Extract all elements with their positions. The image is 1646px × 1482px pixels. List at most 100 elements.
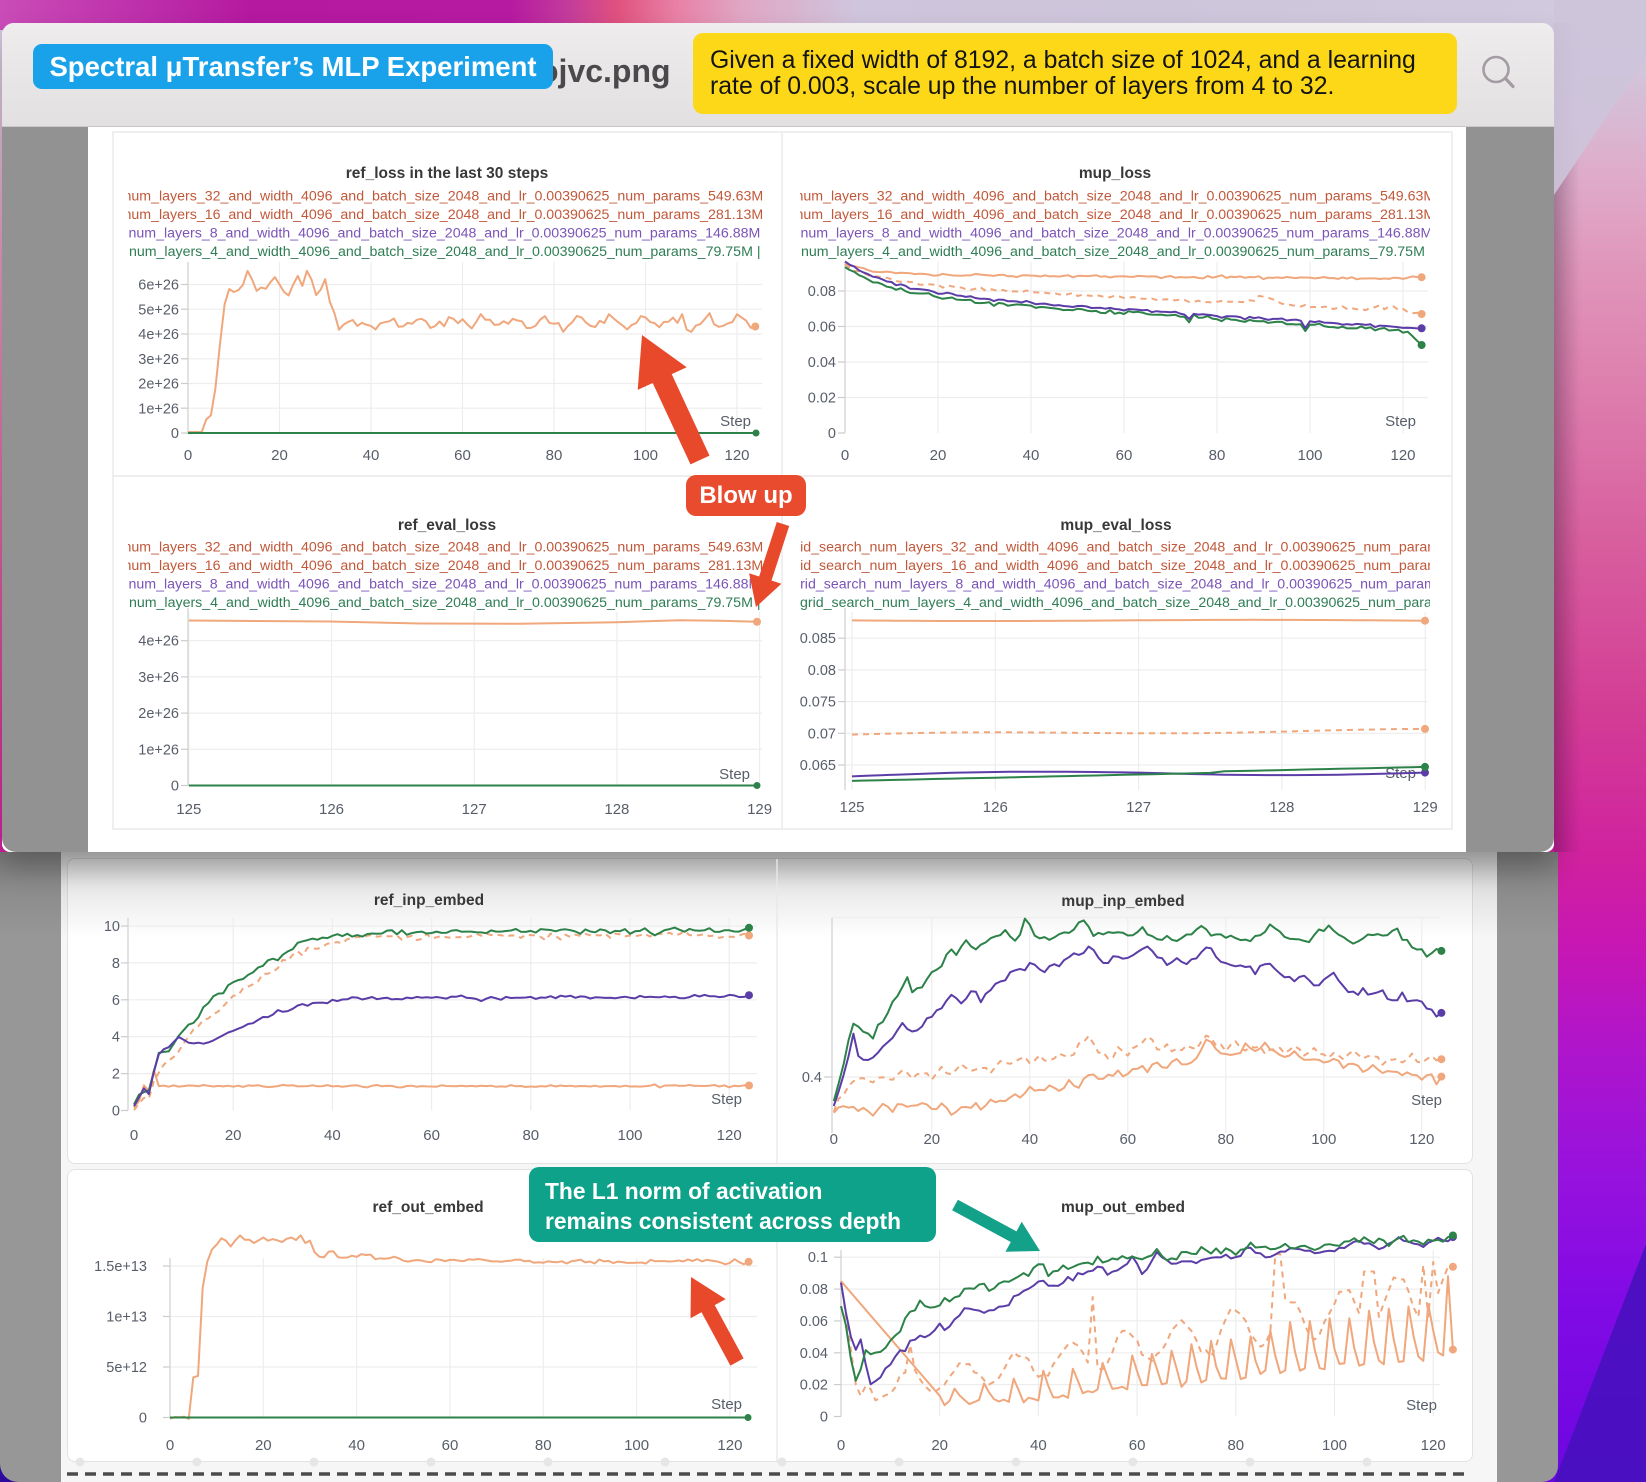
svg-text:6: 6 <box>112 993 120 1009</box>
svg-text:40: 40 <box>363 447 380 464</box>
svg-text:129: 129 <box>1413 799 1438 816</box>
svg-text:20: 20 <box>930 447 947 464</box>
svg-text:ref_out_embed: ref_out_embed <box>372 1199 483 1216</box>
svg-text:120: 120 <box>1409 1131 1434 1148</box>
svg-text:125: 125 <box>176 801 201 818</box>
svg-text:40: 40 <box>348 1437 365 1454</box>
svg-text:10: 10 <box>104 919 120 935</box>
svg-text:120: 120 <box>717 1437 742 1454</box>
svg-text:grid_search_num_layers_4_and_w: grid_search_num_layers_4_and_width_4096_… <box>800 595 1451 611</box>
svg-text:Step: Step <box>1385 413 1416 430</box>
svg-text:80: 80 <box>1209 447 1226 464</box>
svg-text:num_layers_16_and_width_4096_a: num_layers_16_and_width_4096_and_batch_s… <box>796 207 1436 223</box>
svg-text:20: 20 <box>225 1127 242 1144</box>
svg-text:num_layers_8_and_width_4096_an: num_layers_8_and_width_4096_and_batch_si… <box>129 226 761 242</box>
svg-text:128: 128 <box>604 801 629 818</box>
svg-text:6e+26: 6e+26 <box>138 278 179 294</box>
svg-text:0.085: 0.085 <box>800 631 836 647</box>
svg-text:0.1: 0.1 <box>808 1250 828 1266</box>
svg-text:126: 126 <box>983 799 1008 816</box>
svg-text:120: 120 <box>1390 447 1415 464</box>
svg-text:20: 20 <box>255 1437 272 1454</box>
svg-text:.num_layers_4_and_width_4096_a: .num_layers_4_and_width_4096_and_batch_s… <box>797 244 1433 260</box>
svg-text:mup_loss: mup_loss <box>1079 165 1151 182</box>
svg-text:1e+13: 1e+13 <box>106 1310 147 1326</box>
svg-text:0.06: 0.06 <box>800 1314 828 1330</box>
svg-text:0: 0 <box>828 426 836 442</box>
svg-text:2e+26: 2e+26 <box>138 377 179 393</box>
svg-text:num_layers_16_and_width_4096_a: num_layers_16_and_width_4096_and_batch_s… <box>124 207 764 223</box>
svg-text:128: 128 <box>1269 799 1294 816</box>
svg-text:0: 0 <box>171 426 179 442</box>
svg-text:127: 127 <box>462 801 487 818</box>
svg-text:num_layers_32_and_width_4096_a: num_layers_32_and_width_4096_and_batch_s… <box>124 540 764 556</box>
svg-text:40: 40 <box>1023 447 1040 464</box>
svg-text:80: 80 <box>546 447 563 464</box>
svg-text:4e+26: 4e+26 <box>138 634 179 650</box>
svg-text:120: 120 <box>1421 1437 1446 1454</box>
svg-text:0.08: 0.08 <box>808 284 836 300</box>
svg-text:20: 20 <box>271 447 288 464</box>
svg-text:mup_inp_embed: mup_inp_embed <box>1061 893 1184 910</box>
svg-text:grid_search_num_layers_16_and_: grid_search_num_layers_16_and_width_4096… <box>788 558 1447 574</box>
svg-text:0: 0 <box>130 1127 138 1144</box>
svg-text:100: 100 <box>624 1437 649 1454</box>
svg-text:0.08: 0.08 <box>808 663 836 679</box>
svg-text:num_layers_8_and_width_4096_an: num_layers_8_and_width_4096_and_batch_si… <box>801 226 1433 242</box>
svg-text:1e+26: 1e+26 <box>138 742 179 758</box>
svg-text:120: 120 <box>717 1127 742 1144</box>
svg-text:100: 100 <box>633 447 658 464</box>
svg-text:4e+26: 4e+26 <box>138 327 179 343</box>
svg-text:0: 0 <box>841 447 849 464</box>
svg-text:mup_out_embed: mup_out_embed <box>1061 1199 1185 1216</box>
svg-text:0.02: 0.02 <box>800 1378 828 1394</box>
svg-text:60: 60 <box>442 1437 459 1454</box>
svg-text:.num_layers_4_and_width_4096_a: .num_layers_4_and_width_4096_and_batch_s… <box>125 595 761 611</box>
svg-text:0: 0 <box>184 447 192 464</box>
svg-text:0.07: 0.07 <box>808 726 836 742</box>
svg-text:80: 80 <box>1217 1131 1234 1148</box>
svg-text:0.065: 0.065 <box>800 758 836 774</box>
svg-text:120: 120 <box>724 447 749 464</box>
svg-text:0.04: 0.04 <box>800 1346 828 1362</box>
svg-text:20: 20 <box>931 1437 948 1454</box>
svg-text:100: 100 <box>617 1127 642 1144</box>
svg-text:num_layers_8_and_width_4096_an: num_layers_8_and_width_4096_and_batch_si… <box>129 577 761 593</box>
svg-text:60: 60 <box>1116 447 1133 464</box>
svg-text:5e+26: 5e+26 <box>138 302 179 318</box>
svg-text:0: 0 <box>166 1437 174 1454</box>
svg-text:0.4: 0.4 <box>802 1070 822 1086</box>
svg-text:Step: Step <box>1406 1397 1437 1414</box>
svg-text:0: 0 <box>171 779 179 795</box>
svg-text:0.08: 0.08 <box>800 1282 828 1298</box>
svg-text:80: 80 <box>1227 1437 1244 1454</box>
svg-text:20: 20 <box>923 1131 940 1148</box>
svg-text:1.5e+13: 1.5e+13 <box>94 1259 147 1275</box>
svg-text:ref_inp_embed: ref_inp_embed <box>374 892 484 909</box>
svg-text:Step: Step <box>1411 1092 1442 1109</box>
svg-text:4: 4 <box>112 1030 120 1046</box>
svg-text:60: 60 <box>1119 1131 1136 1148</box>
svg-text:num_layers_32_and_width_4096_a: num_layers_32_and_width_4096_and_batch_s… <box>124 189 764 205</box>
svg-text:grid_search_num_layers_32_and_: grid_search_num_layers_32_and_width_4096… <box>788 540 1447 556</box>
svg-text:60: 60 <box>454 447 471 464</box>
svg-text:80: 80 <box>535 1437 552 1454</box>
svg-text:.num_layers_4_and_width_4096_a: .num_layers_4_and_width_4096_and_batch_s… <box>125 244 761 260</box>
svg-text:ref_loss in the last 30 steps: ref_loss in the last 30 steps <box>346 165 548 182</box>
svg-text:0: 0 <box>820 1410 828 1426</box>
svg-text:0.06: 0.06 <box>808 320 836 336</box>
svg-text:60: 60 <box>423 1127 440 1144</box>
svg-text:1e+26: 1e+26 <box>138 401 179 417</box>
svg-text:Step: Step <box>720 413 751 430</box>
svg-text:2e+26: 2e+26 <box>138 706 179 722</box>
svg-text:mup_eval_loss: mup_eval_loss <box>1060 517 1171 534</box>
svg-text:0.075: 0.075 <box>800 695 836 711</box>
svg-text:40: 40 <box>1021 1131 1038 1148</box>
svg-text:0.02: 0.02 <box>808 391 836 407</box>
svg-text:5e+12: 5e+12 <box>106 1360 147 1376</box>
svg-text:grid_search_num_layers_8_and_w: grid_search_num_layers_8_and_width_4096_… <box>792 577 1443 593</box>
svg-text:80: 80 <box>522 1127 539 1144</box>
svg-text:2: 2 <box>112 1067 120 1083</box>
svg-text:Step: Step <box>719 766 750 783</box>
svg-text:0: 0 <box>830 1131 838 1148</box>
